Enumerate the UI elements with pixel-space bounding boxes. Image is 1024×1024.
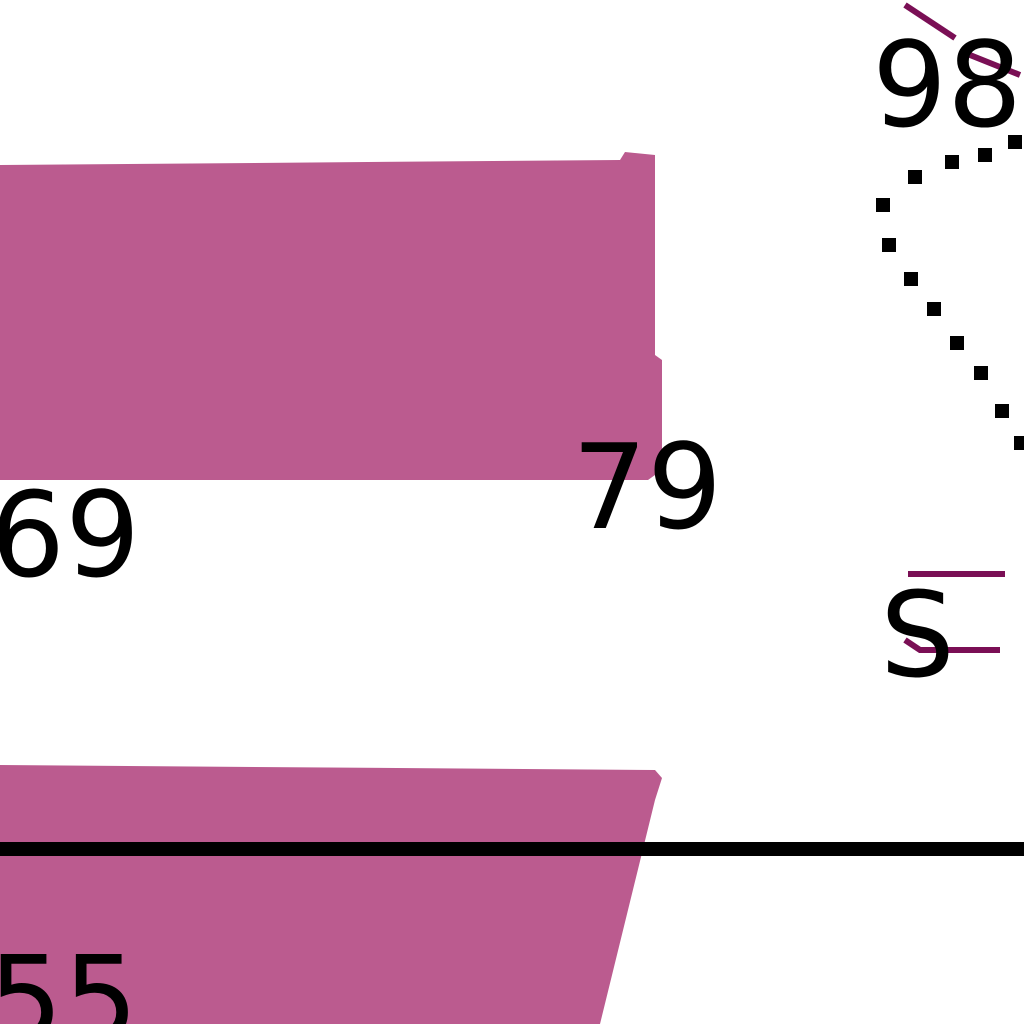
pink-block-upper bbox=[0, 152, 662, 480]
dotted-curve bbox=[876, 135, 1024, 450]
label: 69 bbox=[0, 466, 140, 604]
label: 79 bbox=[572, 418, 722, 556]
label: 55 bbox=[0, 930, 138, 1024]
purple-strokes bbox=[903, 2, 1022, 653]
label: S bbox=[880, 566, 955, 704]
horizontal-rule bbox=[0, 842, 1024, 856]
pink-block-lower bbox=[0, 765, 662, 1024]
label: 98 bbox=[872, 16, 1022, 154]
